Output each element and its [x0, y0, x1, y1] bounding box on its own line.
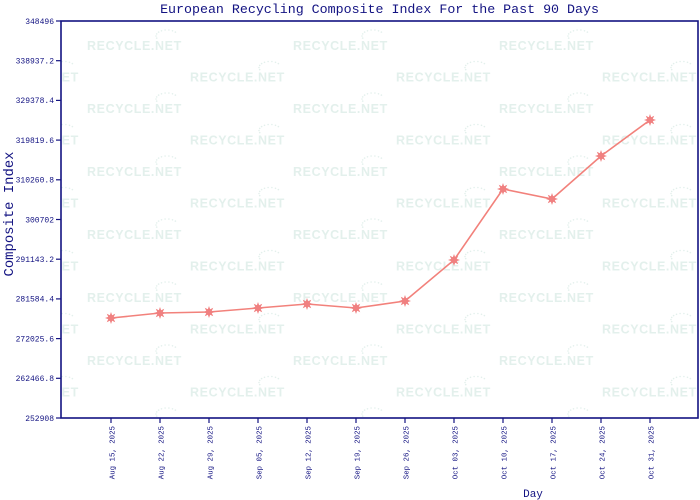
- svg-text:Oct 03, 2025: Oct 03, 2025: [453, 426, 461, 479]
- svg-text:RECYCLE.NET: RECYCLE.NET: [396, 134, 491, 148]
- svg-text:RECYCLE.NET: RECYCLE.NET: [499, 39, 594, 53]
- svg-text:Sep 05, 2025: Sep 05, 2025: [257, 426, 265, 479]
- svg-text:338937.2: 338937.2: [16, 58, 55, 67]
- svg-text:RECYCLE.NET: RECYCLE.NET: [602, 71, 697, 85]
- svg-text:300702: 300702: [25, 216, 54, 225]
- svg-text:RECYCLE.NET: RECYCLE.NET: [396, 71, 491, 85]
- svg-text:281584.4: 281584.4: [16, 296, 55, 305]
- svg-text:252908: 252908: [25, 415, 54, 424]
- svg-text:Composite Index: Composite Index: [2, 151, 18, 276]
- svg-text:Sep 12, 2025: Sep 12, 2025: [306, 426, 314, 479]
- svg-text:RECYCLE.NET: RECYCLE.NET: [293, 165, 388, 179]
- svg-text:Sep 19, 2025: Sep 19, 2025: [355, 426, 363, 479]
- svg-text:RECYCLE.NET: RECYCLE.NET: [293, 102, 388, 116]
- svg-text:RECYCLE.NET: RECYCLE.NET: [87, 228, 182, 242]
- svg-text:348496: 348496: [25, 18, 54, 27]
- svg-text:RECYCLE.NET: RECYCLE.NET: [396, 197, 491, 211]
- svg-text:262466.8: 262466.8: [16, 375, 55, 384]
- svg-text:272025.6: 272025.6: [16, 335, 55, 344]
- svg-text:RECYCLE.NET: RECYCLE.NET: [499, 354, 594, 368]
- svg-text:Aug 15, 2025: Aug 15, 2025: [110, 426, 118, 479]
- svg-text:RECYCLE.NET: RECYCLE.NET: [190, 134, 285, 148]
- svg-text:RECYCLE.NET: RECYCLE.NET: [293, 228, 388, 242]
- svg-text:RECYCLE.NET: RECYCLE.NET: [499, 228, 594, 242]
- svg-text:Oct 10, 2025: Oct 10, 2025: [502, 426, 510, 479]
- svg-text:RECYCLE.NET: RECYCLE.NET: [396, 260, 491, 274]
- svg-text:329378.4: 329378.4: [16, 97, 55, 106]
- svg-text:RECYCLE.NET: RECYCLE.NET: [190, 386, 285, 400]
- svg-text:RECYCLE.NET: RECYCLE.NET: [190, 71, 285, 85]
- svg-text:RECYCLE.NET: RECYCLE.NET: [293, 354, 388, 368]
- svg-text:European Recycling Composite I: European Recycling Composite Index For t…: [160, 2, 599, 17]
- svg-text:RECYCLE.NET: RECYCLE.NET: [499, 165, 594, 179]
- svg-text:RECYCLE.NET: RECYCLE.NET: [396, 386, 491, 400]
- svg-text:RECYCLE.NET: RECYCLE.NET: [396, 323, 491, 337]
- svg-text:RECYCLE.NET: RECYCLE.NET: [87, 354, 182, 368]
- svg-text:RECYCLE.NET: RECYCLE.NET: [602, 260, 697, 274]
- svg-text:RECYCLE.NET: RECYCLE.NET: [293, 39, 388, 53]
- svg-text:310260.8: 310260.8: [16, 177, 55, 186]
- svg-text:Oct 31, 2025: Oct 31, 2025: [649, 426, 657, 479]
- svg-text:Oct 24, 2025: Oct 24, 2025: [600, 426, 608, 479]
- svg-text:319819.6: 319819.6: [16, 137, 55, 146]
- svg-text:Aug 29, 2025: Aug 29, 2025: [208, 426, 216, 479]
- svg-text:RECYCLE.NET: RECYCLE.NET: [87, 39, 182, 53]
- svg-text:Aug 22, 2025: Aug 22, 2025: [159, 426, 167, 479]
- svg-text:RECYCLE.NET: RECYCLE.NET: [499, 291, 594, 305]
- svg-text:RECYCLE.NET: RECYCLE.NET: [602, 197, 697, 211]
- svg-text:RECYCLE.NET: RECYCLE.NET: [602, 386, 697, 400]
- svg-text:291143.2: 291143.2: [16, 256, 55, 265]
- svg-text:RECYCLE.NET: RECYCLE.NET: [190, 197, 285, 211]
- svg-text:RECYCLE.NET: RECYCLE.NET: [190, 323, 285, 337]
- svg-text:RECYCLE.NET: RECYCLE.NET: [499, 102, 594, 116]
- svg-text:Oct 17, 2025: Oct 17, 2025: [551, 426, 559, 479]
- svg-text:RECYCLE.NET: RECYCLE.NET: [87, 102, 182, 116]
- svg-text:RECYCLE.NET: RECYCLE.NET: [87, 165, 182, 179]
- svg-text:RECYCLE.NET: RECYCLE.NET: [190, 260, 285, 274]
- svg-text:RECYCLE.NET: RECYCLE.NET: [602, 323, 697, 337]
- svg-text:RECYCLE.NET: RECYCLE.NET: [87, 291, 182, 305]
- svg-text:Sep 26, 2025: Sep 26, 2025: [404, 426, 412, 479]
- svg-text:Day: Day: [523, 489, 543, 500]
